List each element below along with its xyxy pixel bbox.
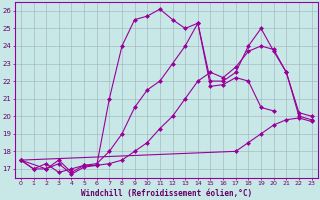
X-axis label: Windchill (Refroidissement éolien,°C): Windchill (Refroidissement éolien,°C)	[81, 189, 252, 198]
